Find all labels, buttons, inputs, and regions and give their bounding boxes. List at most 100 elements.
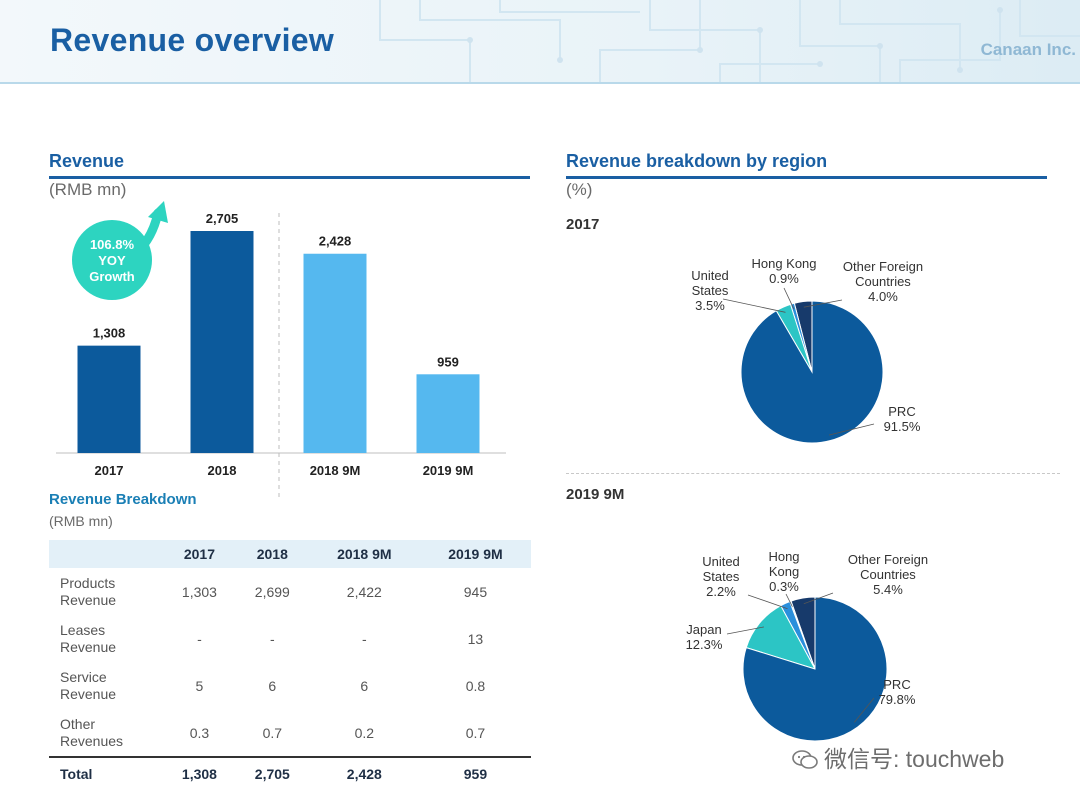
table-cell: 0.8 <box>465 677 486 694</box>
revenue-unit: (RMB mn) <box>49 180 127 199</box>
total-cell: 1,308 <box>163 756 236 790</box>
pie-label: Other Foreign <box>848 552 928 567</box>
table-cell: - <box>197 630 202 647</box>
pie-leader-line <box>803 299 843 308</box>
x-tick-label: 2017 <box>95 463 124 478</box>
table-cell: 2,422 <box>346 583 382 600</box>
row-label-line: Leases <box>60 621 106 638</box>
watermark-text: 微信号: touchweb <box>824 746 1005 772</box>
pie-label: 12.3% <box>686 637 723 652</box>
region-section-title: Revenue breakdown by region <box>566 151 1047 179</box>
x-tick-label: 2018 <box>208 463 237 478</box>
row-label-line: Revenue <box>60 591 117 608</box>
row-label-line: Products <box>60 574 116 591</box>
wechat-icon <box>792 750 818 769</box>
bar-2017 <box>77 345 141 453</box>
pie-slice-prc <box>740 300 884 444</box>
growth-arrowhead-icon <box>148 201 168 223</box>
total-cell: 2,428 <box>308 756 420 790</box>
table-row: Products Revenue 1,303 2,699 2,422 945 <box>49 568 531 615</box>
pie-label: 3.5% <box>695 298 725 313</box>
table-total-row: Total 1,308 2,705 2,428 959 <box>49 756 531 790</box>
page-title: Revenue overview <box>50 22 335 58</box>
x-tick-label: 2019 9M <box>423 463 474 478</box>
pie-label: Hong Kong <box>751 256 816 271</box>
growth-badge-circle <box>72 220 152 300</box>
table-cell: 0.2 <box>354 724 375 741</box>
table-cell: 2,699 <box>254 583 290 600</box>
pie-label: Hong <box>768 549 799 564</box>
row-label: Leases Revenue <box>49 615 163 662</box>
total-label: Total <box>49 756 163 790</box>
pie-label: 79.8% <box>879 692 916 707</box>
pie-label: 91.5% <box>884 419 921 434</box>
pie-label: 2.2% <box>706 584 736 599</box>
table-header-cell: 2018 9M <box>337 546 392 562</box>
revenue-breakdown-table: 2017 2018 2018 9M 2019 9M Products Revenu… <box>49 540 531 790</box>
table-row: Leases Revenue - - - 13 <box>49 615 531 662</box>
pie-label: United <box>691 268 729 283</box>
pie-leader-line <box>803 592 834 605</box>
growth-badge-line-1: 106.8% <box>90 237 135 252</box>
revenue-bar-chart: 106.8% YOY Growth 1,308 2017 2,705 2018 2,42… <box>56 201 506 500</box>
table-cell: 0.7 <box>465 724 486 741</box>
table-header-cell: 2017 <box>183 546 216 562</box>
pie-label: PRC <box>883 677 910 692</box>
revenue-section-title: Revenue <box>49 151 530 179</box>
region-divider <box>566 473 1060 474</box>
pie-label: 0.3% <box>769 579 799 594</box>
pie-label: Countries <box>860 567 916 582</box>
pie-leader-line <box>722 298 786 313</box>
breakdown-unit: (RMB mn) <box>49 513 113 529</box>
region-unit: (%) <box>566 180 593 199</box>
pie-label: States <box>692 283 729 298</box>
table-cell: 6 <box>360 677 369 694</box>
table-cell: 6 <box>268 677 277 694</box>
bar-2018 <box>190 231 254 453</box>
header-band: Revenue overview Canaan Inc. <box>0 0 1080 84</box>
bar-data-label: 2,428 <box>319 234 352 249</box>
pie-label: Other Foreign <box>843 259 923 274</box>
pie-leader-line <box>726 626 764 635</box>
table-cell: 5 <box>195 677 204 694</box>
row-label: Products Revenue <box>49 568 163 615</box>
pie-label: States <box>703 569 740 584</box>
table-cell: 0.7 <box>262 724 283 741</box>
table-cell: - <box>269 630 275 647</box>
pie-leader-line <box>785 593 793 607</box>
pie-leader-line <box>828 423 875 436</box>
row-label-line: Service <box>60 668 107 685</box>
total-cell: 959 <box>419 756 531 790</box>
bar-data-label: 959 <box>437 354 459 369</box>
row-label-line: Revenues <box>60 732 124 749</box>
pie-2017-year-label: 2017 <box>566 216 600 233</box>
row-label-line: Revenue <box>60 638 117 655</box>
bar-data-label: 1,308 <box>93 326 126 341</box>
pie-label: United <box>702 554 740 569</box>
row-label: Service Revenue <box>49 662 163 709</box>
growth-badge-line-2: YOY <box>98 253 126 268</box>
row-label-line: Revenue <box>60 685 117 702</box>
pie-2019-year-label: 2019 9M <box>566 486 625 503</box>
pie-label: 4.0% <box>868 289 898 304</box>
pie-leader-line <box>747 594 788 610</box>
pie-slice-prc <box>742 596 888 742</box>
table-cell: 13 <box>467 630 484 647</box>
brand-logo: Canaan Inc. <box>980 40 1076 59</box>
table-cell: 1,303 <box>181 583 217 600</box>
pie-label: Countries <box>855 274 911 289</box>
growth-badge-line-3: Growth <box>89 269 135 284</box>
circuit-pattern-decoration <box>379 0 1080 82</box>
table-cell: 945 <box>463 583 488 600</box>
bar-2019-9m <box>416 374 480 453</box>
total-cell: 2,705 <box>235 756 309 790</box>
pie-label: Kong <box>769 564 799 579</box>
table-row: Other Revenues 0.3 0.7 0.2 0.7 <box>49 709 531 757</box>
table-row: Service Revenue 5 6 6 0.8 <box>49 662 531 709</box>
row-label-line: Other <box>60 715 96 732</box>
table-cell: - <box>361 630 367 647</box>
x-tick-label: 2018 9M <box>310 463 361 478</box>
pie-label: PRC <box>888 404 915 419</box>
pie-label: 0.9% <box>769 271 799 286</box>
